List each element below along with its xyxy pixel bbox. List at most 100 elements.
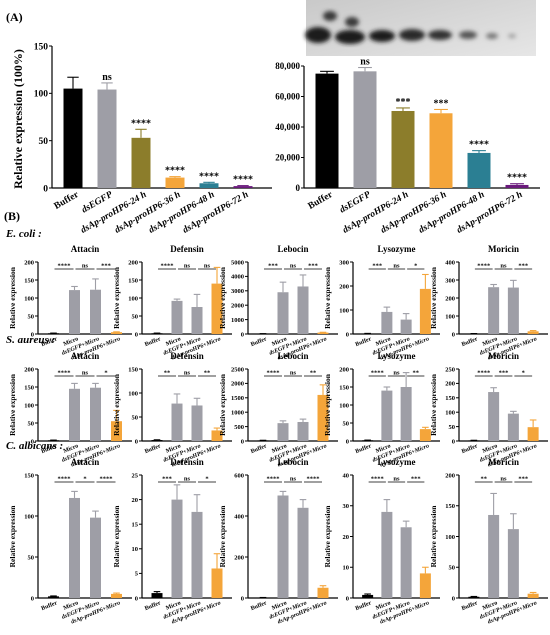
bar [507, 413, 519, 441]
chart-title: Defensin [170, 457, 204, 467]
significance-label: **** [131, 118, 151, 129]
y-tick-label: 5 [135, 571, 139, 578]
x-tick-label: Buffer [144, 443, 162, 455]
y-axis-label: Relative expression [8, 505, 17, 568]
bar [211, 430, 223, 441]
significance-label: ** [310, 370, 317, 377]
y-tick-label: 0 [452, 595, 455, 602]
significance-label: *** [372, 263, 382, 270]
significance-label: ns [184, 370, 191, 377]
x-tick-label: Micro [271, 600, 288, 611]
panel-b-label: (B) [4, 209, 20, 223]
bar [69, 388, 80, 441]
bar [297, 286, 309, 334]
y-tick-label: 400 [445, 259, 455, 266]
x-tick-label: Buffer [461, 443, 479, 455]
y-tick-label: 1000 [231, 317, 244, 324]
y-tick-label: 150 [128, 277, 138, 284]
significance-label: ns [82, 370, 89, 377]
chart-ec_lysozyme: Lysozyme 0 100 200 300 Relative expression Buf… [323, 244, 440, 361]
y-tick-label: 100 [24, 402, 34, 409]
bar [90, 517, 101, 598]
bar [69, 497, 80, 598]
significance-label: ns [290, 476, 297, 483]
panel-a-label: (A) [6, 10, 23, 24]
significance-label: ** [481, 476, 488, 483]
y-axis-label: Relative expression [218, 266, 227, 329]
chart-title: Lebocin [277, 351, 308, 361]
bar [63, 88, 83, 188]
significance-label: *** [518, 476, 528, 483]
bar [90, 289, 101, 334]
bar [400, 319, 412, 334]
chart-title: Attacin [71, 457, 100, 467]
x-tick-label: Micro [63, 336, 80, 347]
x-tick-label: Buffer [355, 443, 373, 455]
y-tick-label: 500 [234, 424, 244, 431]
significance-label: **** [371, 370, 384, 377]
y-tick-label: 40,000 [275, 122, 300, 132]
y-tick-label: 100 [339, 307, 349, 314]
bar [315, 73, 339, 188]
bar [505, 184, 529, 188]
bar [111, 421, 122, 441]
y-tick-label: 0 [346, 438, 349, 445]
x-tick-label: Buffer [461, 336, 479, 348]
significance-label: ns [290, 370, 297, 377]
bar [527, 331, 539, 334]
bar [381, 511, 393, 598]
chart-a1: 0 50 100 150 Relative expression (100%) ns ***… [11, 42, 272, 236]
significance-label: **** [161, 263, 174, 270]
y-tick-label: 50 [449, 424, 456, 431]
bar [97, 89, 117, 188]
y-tick-label: 1000 [231, 409, 244, 416]
significance-label: **** [165, 166, 185, 177]
y-tick-label: 100 [24, 295, 34, 302]
row-label: C. albicans : [6, 440, 63, 452]
y-tick-label: 250 [445, 366, 455, 373]
y-axis-label: Relative expression [8, 373, 17, 436]
significance-label: *** [268, 263, 278, 270]
significance-label: *** [101, 263, 111, 270]
y-tick-label: 20 [132, 497, 139, 504]
bar [171, 403, 183, 441]
x-tick-label: Buffer [41, 336, 59, 348]
significance-label: **** [267, 370, 280, 377]
significance-label: *** [499, 370, 509, 377]
y-tick-label: 0 [452, 438, 455, 445]
bar [111, 593, 122, 598]
bar [171, 499, 183, 598]
bar [381, 311, 393, 334]
significance-label: **** [58, 370, 71, 377]
bar [277, 495, 289, 598]
bar [191, 307, 203, 334]
y-tick-label: 10 [132, 546, 139, 553]
significance-label: ns [290, 263, 297, 270]
chart-ca_moricin: Moricin 0 50 100 150 200 Relative expression Bu… [429, 457, 548, 625]
y-tick-label: 200 [24, 366, 34, 373]
y-axis-label: Relative expression [218, 373, 227, 436]
significance-label: **** [507, 173, 527, 184]
row-label: E. coli : [5, 228, 42, 240]
bar [48, 333, 59, 335]
significance-label: **** [199, 171, 219, 182]
x-tick-label: Micro [482, 336, 499, 347]
y-tick-label: 300 [339, 259, 349, 266]
bar [429, 113, 453, 188]
bar [151, 440, 163, 441]
y-tick-label: 25 [132, 472, 139, 479]
bar [48, 596, 59, 598]
significance-label: **** [267, 476, 280, 483]
significance-label: **** [371, 476, 384, 483]
x-tick-label: Buffer [307, 190, 336, 212]
significance-label: **** [477, 263, 490, 270]
y-tick-label: 200 [128, 259, 138, 266]
chart-ca_lebocin: Lebocin 0 200 400 600 Relative expression Buff… [218, 457, 338, 625]
x-tick-label: Buffer [144, 600, 162, 612]
bar [151, 333, 163, 335]
bar [419, 288, 431, 334]
y-tick-label: 0 [241, 595, 244, 602]
y-tick-label: 0 [135, 438, 138, 445]
bar [317, 394, 329, 441]
